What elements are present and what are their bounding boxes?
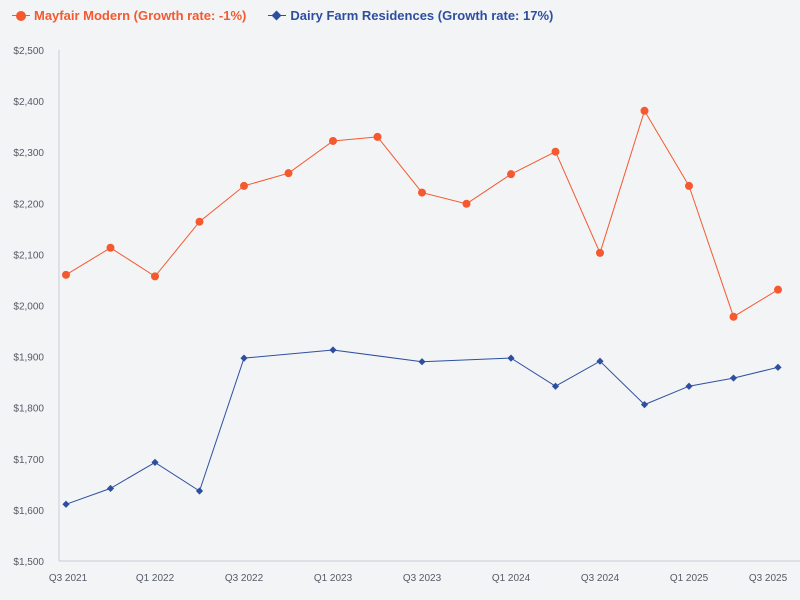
legend-item-mayfair-modern[interactable]: Mayfair Modern (Growth rate: -1%) xyxy=(12,8,246,23)
series-0 xyxy=(62,106,782,321)
x-tick-label: Q3 2023 xyxy=(403,573,442,584)
data-point[interactable] xyxy=(685,382,693,390)
y-tick-label: $1,800 xyxy=(13,404,44,415)
y-tick-label: $2,500 xyxy=(13,46,44,57)
data-point[interactable] xyxy=(729,312,738,321)
data-point[interactable] xyxy=(551,382,560,390)
series-line xyxy=(65,109,779,318)
y-tick-label: $2,400 xyxy=(13,97,44,108)
series-layer xyxy=(62,106,782,508)
data-point[interactable] xyxy=(774,285,782,294)
y-tick-label: $2,200 xyxy=(13,199,44,210)
data-point[interactable] xyxy=(151,458,159,466)
y-tick-label: $2,100 xyxy=(13,250,44,261)
data-point[interactable] xyxy=(284,169,293,178)
x-tick-label: Q3 2021 xyxy=(49,573,88,584)
data-point[interactable] xyxy=(596,248,604,257)
data-point[interactable] xyxy=(462,199,471,208)
y-tick-label: $1,900 xyxy=(13,353,44,364)
x-tick-label: Q3 2024 xyxy=(581,573,620,584)
legend-item-dairy-farm-residences[interactable]: Dairy Farm Residences (Growth rate: 17%) xyxy=(268,8,553,23)
data-point[interactable] xyxy=(418,358,426,366)
data-point[interactable] xyxy=(596,357,604,365)
y-tick-label: $1,600 xyxy=(13,506,44,517)
y-tick-label: $2,000 xyxy=(13,302,44,313)
data-point[interactable] xyxy=(329,346,337,354)
data-point[interactable] xyxy=(507,354,515,362)
data-point[interactable] xyxy=(240,181,248,190)
data-point[interactable] xyxy=(195,217,204,226)
data-point[interactable] xyxy=(195,487,204,495)
legend-label-dairy-farm-residences: Dairy Farm Residences (Growth rate: 17%) xyxy=(290,8,554,23)
data-point[interactable] xyxy=(640,401,649,409)
x-tick-label: Q1 2023 xyxy=(314,573,353,584)
data-point[interactable] xyxy=(551,147,560,156)
diamond-marker-icon xyxy=(268,10,287,22)
data-point[interactable] xyxy=(151,272,159,281)
data-point[interactable] xyxy=(507,170,515,179)
data-point[interactable] xyxy=(106,484,115,493)
x-tick-label: Q3 2025 xyxy=(749,573,788,584)
data-point[interactable] xyxy=(62,500,70,508)
y-tick-label: $1,700 xyxy=(13,455,44,466)
data-point[interactable] xyxy=(640,106,649,115)
data-point[interactable] xyxy=(729,374,738,382)
x-tick-label: Q1 2022 xyxy=(136,573,175,584)
data-point[interactable] xyxy=(106,243,115,252)
series-line xyxy=(65,349,779,505)
y-tick-label: $2,300 xyxy=(13,148,44,159)
data-point[interactable] xyxy=(685,181,693,190)
data-point[interactable] xyxy=(329,136,337,145)
y-tick-label: $1,500 xyxy=(13,557,44,568)
x-tick-label: Q1 2024 xyxy=(492,573,531,584)
data-point[interactable] xyxy=(418,188,426,197)
data-point[interactable] xyxy=(774,363,782,371)
legend-label-mayfair-modern: Mayfair Modern (Growth rate: -1%) xyxy=(34,8,247,23)
data-point[interactable] xyxy=(373,132,382,141)
x-tick-label: Q1 2025 xyxy=(670,573,709,584)
data-point[interactable] xyxy=(240,354,248,362)
x-tick-label: Q3 2022 xyxy=(225,573,264,584)
series-1 xyxy=(62,346,782,508)
legend: Mayfair Modern (Growth rate: -1%) Dairy … xyxy=(12,8,553,23)
data-point[interactable] xyxy=(62,270,70,279)
circle-marker-icon xyxy=(12,10,30,22)
axes: $1,500 $1,600 $1,700 $1,800 $1,900 $2,000 $2,1… xyxy=(13,46,800,584)
